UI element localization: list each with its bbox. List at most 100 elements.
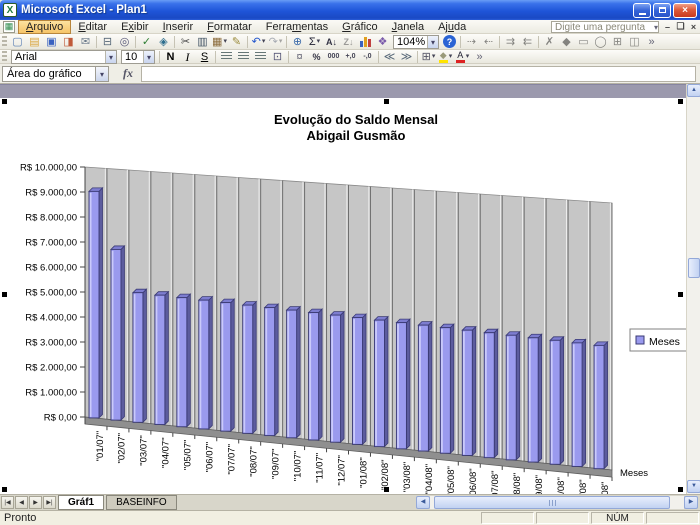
category-axis-label[interactable]: "07/07" bbox=[227, 444, 238, 475]
value-axis-label[interactable]: R$ 10.000,00 bbox=[20, 163, 77, 174]
value-axis-label[interactable]: R$ 0,00 bbox=[44, 413, 77, 424]
zoom-combo[interactable]: 104% ▾ bbox=[393, 34, 439, 49]
selection-handle[interactable] bbox=[2, 99, 7, 104]
autosum-button[interactable]: Σ ▾ bbox=[308, 35, 321, 48]
remove-all-arrows-button[interactable]: ✗ bbox=[544, 35, 555, 48]
menu-janela[interactable]: Janela bbox=[391, 20, 425, 33]
bar[interactable] bbox=[219, 298, 236, 433]
print-button[interactable]: ⊟ bbox=[102, 35, 113, 48]
remove-precedent-arrows-button[interactable]: ⇠ bbox=[483, 35, 494, 48]
bar[interactable] bbox=[351, 313, 367, 446]
trace-dependents-button[interactable]: ⇉ bbox=[505, 35, 516, 48]
selection-handle[interactable] bbox=[678, 292, 683, 297]
bar[interactable] bbox=[527, 333, 543, 464]
bar[interactable] bbox=[593, 340, 609, 470]
sheet-tab-gráf1[interactable]: Gráf1 bbox=[58, 495, 105, 510]
font-color-button[interactable]: A ▾ bbox=[454, 50, 471, 64]
toolbar-options-button-2[interactable]: » bbox=[476, 50, 483, 63]
underline-button[interactable]: S bbox=[200, 50, 209, 63]
sort-descending-button[interactable]: Z↓ bbox=[343, 36, 354, 47]
bar[interactable] bbox=[461, 325, 477, 457]
toolbar-grip[interactable] bbox=[2, 36, 7, 47]
fill-color-button[interactable]: ◆ ▾ bbox=[437, 50, 454, 64]
chart-sheet[interactable]: Evolução do Saldo Mensal Abigail Gusmão R$… bbox=[0, 98, 686, 494]
name-box-dropdown[interactable]: ▾ bbox=[96, 65, 109, 82]
category-axis-label[interactable]: "07/08" bbox=[490, 471, 501, 494]
category-axis-label[interactable]: "03/07" bbox=[139, 435, 150, 466]
category-axis-label[interactable]: "08/08" bbox=[512, 473, 523, 494]
copy-button[interactable]: ▥ bbox=[197, 35, 208, 48]
bar[interactable] bbox=[109, 244, 126, 422]
prev-sheet-button[interactable]: ◀ bbox=[15, 496, 28, 509]
selection-handle[interactable] bbox=[2, 292, 7, 297]
horizontal-scroll-track[interactable] bbox=[430, 496, 684, 509]
category-axis-label[interactable]: "01/07" bbox=[95, 431, 106, 462]
italic-button[interactable]: I bbox=[185, 49, 190, 64]
value-axis-label[interactable]: R$ 1.000,00 bbox=[25, 388, 77, 399]
bar[interactable] bbox=[175, 293, 192, 428]
category-axis-label[interactable]: "10/07" bbox=[292, 451, 303, 482]
value-axis-label[interactable]: R$ 4.000,00 bbox=[25, 313, 77, 324]
next-sheet-button[interactable]: ▶ bbox=[29, 496, 42, 509]
bar[interactable] bbox=[483, 328, 499, 459]
bar[interactable] bbox=[263, 303, 280, 437]
value-axis-label[interactable]: R$ 5.000,00 bbox=[25, 288, 77, 299]
font-size-combo[interactable]: 10 ▾ bbox=[121, 49, 155, 64]
borders-button[interactable]: ⊞ ▾ bbox=[421, 50, 436, 63]
category-axis-label[interactable]: "04/07" bbox=[161, 437, 172, 468]
selection-handle[interactable] bbox=[384, 99, 389, 104]
workbook-minimize-button[interactable]: – bbox=[664, 21, 670, 32]
undo-button[interactable]: ↶ ▾ bbox=[251, 35, 266, 48]
bar[interactable] bbox=[329, 310, 346, 444]
align-center-button[interactable] bbox=[235, 50, 252, 64]
workbook-close-button[interactable]: × bbox=[690, 21, 697, 32]
legend[interactable]: Meses bbox=[629, 328, 686, 352]
last-sheet-button[interactable]: ▶| bbox=[43, 496, 56, 509]
bar[interactable] bbox=[439, 323, 455, 455]
bar[interactable] bbox=[131, 288, 148, 424]
menu-editar[interactable]: Editar bbox=[78, 20, 108, 33]
bar[interactable] bbox=[571, 338, 587, 468]
close-button[interactable]: × bbox=[673, 2, 697, 18]
category-axis-label[interactable]: "11/07" bbox=[314, 453, 325, 483]
menu-formatar[interactable]: Formatar bbox=[207, 20, 252, 33]
category-axis-label[interactable]: "03/08" bbox=[402, 462, 413, 493]
category-axis-label[interactable]: "12/07" bbox=[336, 455, 347, 486]
category-axis-label[interactable]: "09/08" bbox=[534, 475, 545, 494]
category-axis-title[interactable]: Meses bbox=[620, 468, 648, 479]
selection-handle[interactable] bbox=[384, 487, 389, 492]
category-axis-label[interactable]: "05/07" bbox=[183, 440, 194, 471]
decrease-decimal-button[interactable]: -,0 bbox=[363, 52, 372, 60]
print-preview-button[interactable]: ◎ bbox=[119, 35, 130, 48]
legend-label[interactable]: Meses bbox=[649, 336, 680, 348]
menu-exibir[interactable]: Exibir bbox=[121, 20, 149, 33]
vertical-scroll-thumb[interactable] bbox=[688, 258, 700, 278]
bar[interactable] bbox=[505, 330, 521, 461]
menu-ajuda[interactable]: Ajuda bbox=[438, 20, 467, 33]
menu-ferramentas[interactable]: Ferramentas bbox=[265, 20, 329, 33]
evaluate-formula-button[interactable]: ⊞ bbox=[612, 35, 623, 48]
value-axis-label[interactable]: R$ 9.000,00 bbox=[25, 188, 77, 199]
insert-function-button[interactable]: fx bbox=[123, 66, 133, 80]
selection-handle[interactable] bbox=[678, 99, 683, 104]
category-axis-label[interactable]: "06/07" bbox=[205, 442, 216, 473]
category-axis-label[interactable]: "01/08" bbox=[358, 457, 369, 488]
name-box[interactable]: Área do gráfico bbox=[2, 65, 96, 82]
bar[interactable] bbox=[241, 300, 258, 435]
value-axis-label[interactable]: R$ 6.000,00 bbox=[25, 263, 77, 274]
chart-subtitle[interactable]: Abigail Gusmão bbox=[307, 128, 406, 143]
open-button[interactable]: ▤ bbox=[29, 35, 40, 48]
menu-inserir[interactable]: Inserir bbox=[162, 20, 194, 33]
email-button[interactable]: ✉ bbox=[80, 35, 91, 48]
percent-style-button[interactable]: % bbox=[312, 51, 321, 62]
remove-dependent-arrows-button[interactable]: ⇇ bbox=[522, 35, 533, 48]
value-axis-label[interactable]: R$ 2.000,00 bbox=[25, 363, 77, 374]
paste-button[interactable]: ▦ ▾ bbox=[212, 35, 227, 48]
menu-arquivo[interactable]: Arquivo bbox=[18, 19, 72, 34]
new-comment-button[interactable]: ▭ bbox=[578, 35, 589, 48]
increase-indent-button[interactable]: ≫ bbox=[400, 50, 413, 63]
decrease-indent-button[interactable]: ≪ bbox=[383, 50, 396, 63]
sheet-tab-baseinfo[interactable]: BASEINFO bbox=[106, 495, 177, 510]
category-axis-label[interactable]: "08/07" bbox=[248, 446, 259, 477]
